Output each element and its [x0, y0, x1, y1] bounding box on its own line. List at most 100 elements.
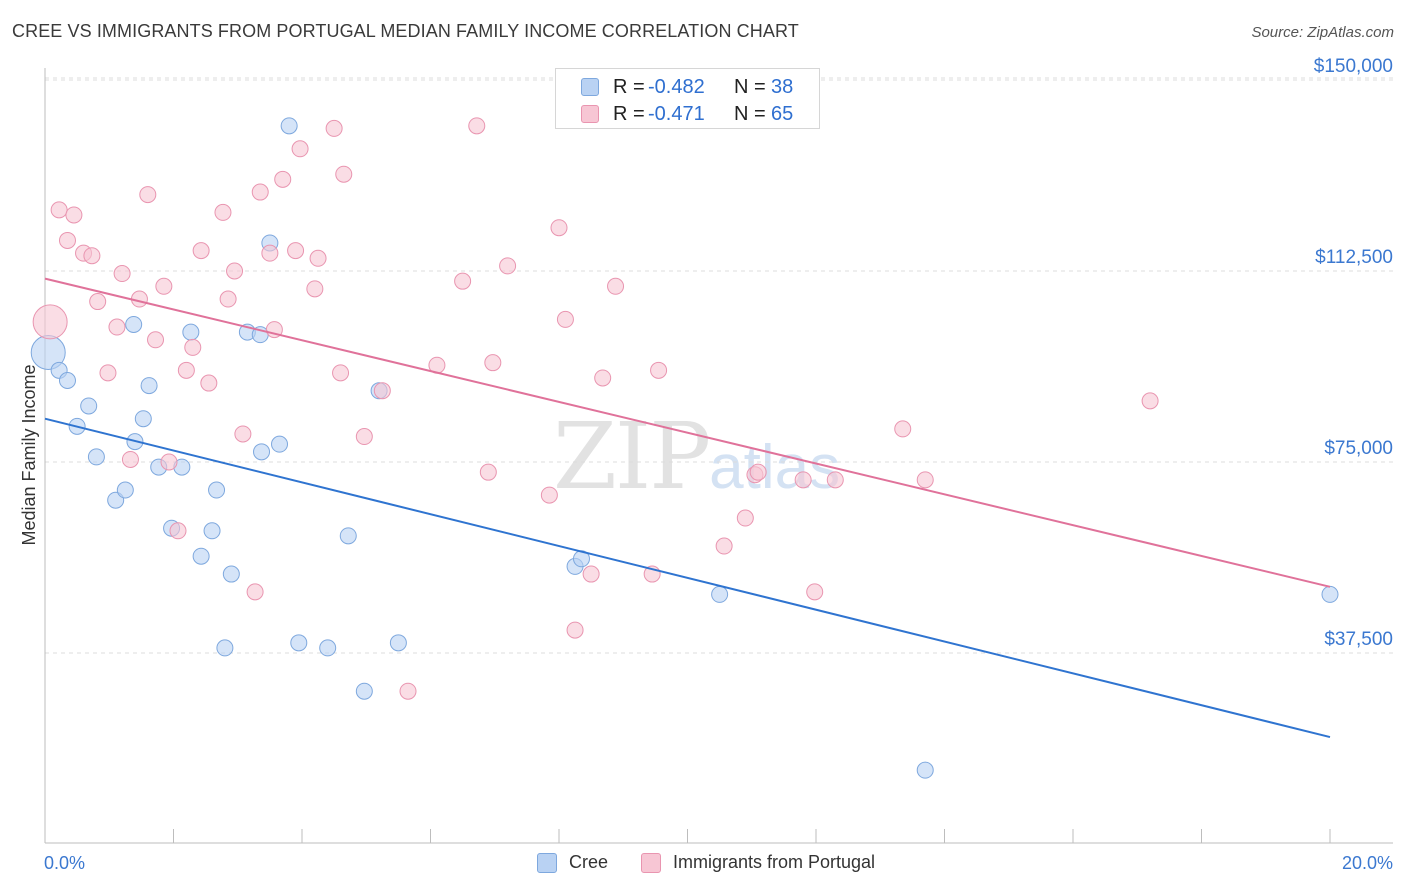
legend-n-label: N =	[734, 76, 766, 98]
cree-point	[280, 117, 298, 135]
legend-r-value: -0.482	[648, 76, 705, 98]
portugal-point	[160, 453, 178, 471]
portugal-point	[715, 537, 733, 555]
portugal-point	[373, 382, 391, 400]
portugal-point	[335, 165, 353, 183]
cree-point	[916, 761, 934, 779]
cree-point	[216, 639, 234, 657]
cree-point	[80, 397, 98, 415]
portugal-point	[234, 425, 252, 443]
cree-point	[711, 585, 729, 603]
portugal-point	[287, 242, 305, 260]
stats-legend: R = -0.482 N = 38 R = -0.471 N = 65	[555, 68, 820, 129]
cree-point	[290, 634, 308, 652]
cree-point	[140, 377, 158, 395]
portugal-point	[566, 621, 584, 639]
y-tick-label: $112,500	[1315, 247, 1393, 268]
legend-r-label: R =	[613, 76, 645, 98]
portugal-point	[200, 374, 218, 392]
portugal-point	[894, 420, 912, 438]
cree-point	[222, 565, 240, 583]
portugal-point	[499, 257, 517, 275]
portugal-point	[108, 318, 126, 336]
portugal-point	[582, 565, 600, 583]
portugal-point	[826, 471, 844, 489]
portugal-point	[484, 354, 502, 372]
portugal-point	[169, 522, 187, 540]
watermark: ZIPatlas	[553, 403, 840, 510]
portugal-point	[607, 277, 625, 295]
portugal-point	[155, 277, 173, 295]
portugal-point	[89, 293, 107, 311]
legend-r-value: -0.471	[648, 103, 705, 125]
chart-title: CREE VS IMMIGRANTS FROM PORTUGAL MEDIAN …	[12, 21, 799, 41]
portugal-point	[749, 463, 767, 481]
bottom-legend-label-portugal: Immigrants from Portugal	[673, 852, 876, 872]
portugal-point	[184, 338, 202, 356]
portugal-point	[261, 244, 279, 262]
cree-point	[182, 323, 200, 341]
portugal-point	[139, 186, 157, 204]
portugal-point	[32, 304, 68, 340]
cree-point	[125, 315, 143, 333]
cree-points	[30, 117, 1339, 779]
portugal-point	[309, 249, 327, 267]
cree-point	[355, 682, 373, 700]
cree-point	[203, 522, 221, 540]
cree-point	[87, 448, 105, 466]
portugal-point	[177, 361, 195, 379]
legend-n-label: N =	[734, 103, 766, 125]
cree-trend-line	[44, 417, 1331, 739]
cree-point	[208, 481, 226, 499]
portugal-point	[192, 242, 210, 260]
portugal-point	[246, 583, 264, 601]
portugal-point	[332, 364, 350, 382]
portugal-point	[1141, 392, 1159, 410]
cree-point	[389, 634, 407, 652]
portugal-point	[291, 140, 309, 158]
portugal-point	[454, 272, 472, 290]
cree-point	[58, 372, 76, 390]
grid-lines	[45, 77, 1393, 654]
portugal-point	[113, 265, 131, 283]
portugal-point	[468, 117, 486, 135]
portugal-point	[540, 486, 558, 504]
legend-swatch-cree	[581, 78, 599, 96]
portugal-point	[355, 428, 373, 446]
tick-labels: $37,500 $75,000 $112,500 $150,000 0.0% 20.0% M…	[19, 56, 1393, 873]
watermark-atlas: atlas	[709, 433, 841, 502]
axes	[44, 68, 1393, 844]
portugal-point	[50, 201, 68, 219]
cree-point	[319, 639, 337, 657]
x-tick-label: 20.0%	[1342, 853, 1393, 873]
trend-lines	[44, 277, 1331, 739]
portugal-point	[219, 290, 237, 308]
portugal-trend-line	[44, 277, 1331, 588]
portugal-point	[556, 310, 574, 328]
bottom-legend-swatch-cree	[537, 853, 557, 873]
bottom-legend-label-cree: Cree	[569, 852, 609, 872]
legend-r-label: R =	[613, 103, 645, 125]
bottom-legend-swatch-portugal	[641, 853, 661, 873]
cree-point	[339, 527, 357, 545]
portugal-point	[550, 219, 568, 237]
portugal-point	[325, 119, 343, 137]
cree-point	[116, 481, 134, 499]
portugal-point	[306, 280, 324, 298]
cree-point	[134, 410, 152, 428]
legend-row-portugal: R = -0.471 N = 65	[556, 101, 819, 127]
portugal-point	[121, 450, 139, 468]
portugal-point	[99, 364, 117, 382]
legend-n-value: 38	[771, 76, 794, 98]
x-tick-label: 0.0%	[44, 853, 85, 873]
portugal-point	[806, 583, 824, 601]
portugal-point	[226, 262, 244, 280]
cree-point	[1321, 585, 1339, 603]
source-label: Source: ZipAtlas.com	[1251, 24, 1394, 41]
portugal-point	[916, 471, 934, 489]
portugal-point	[479, 463, 497, 481]
portugal-point	[399, 682, 417, 700]
legend-row-cree: R = -0.482 N = 38	[556, 74, 819, 100]
y-tick-label: $37,500	[1324, 629, 1393, 650]
